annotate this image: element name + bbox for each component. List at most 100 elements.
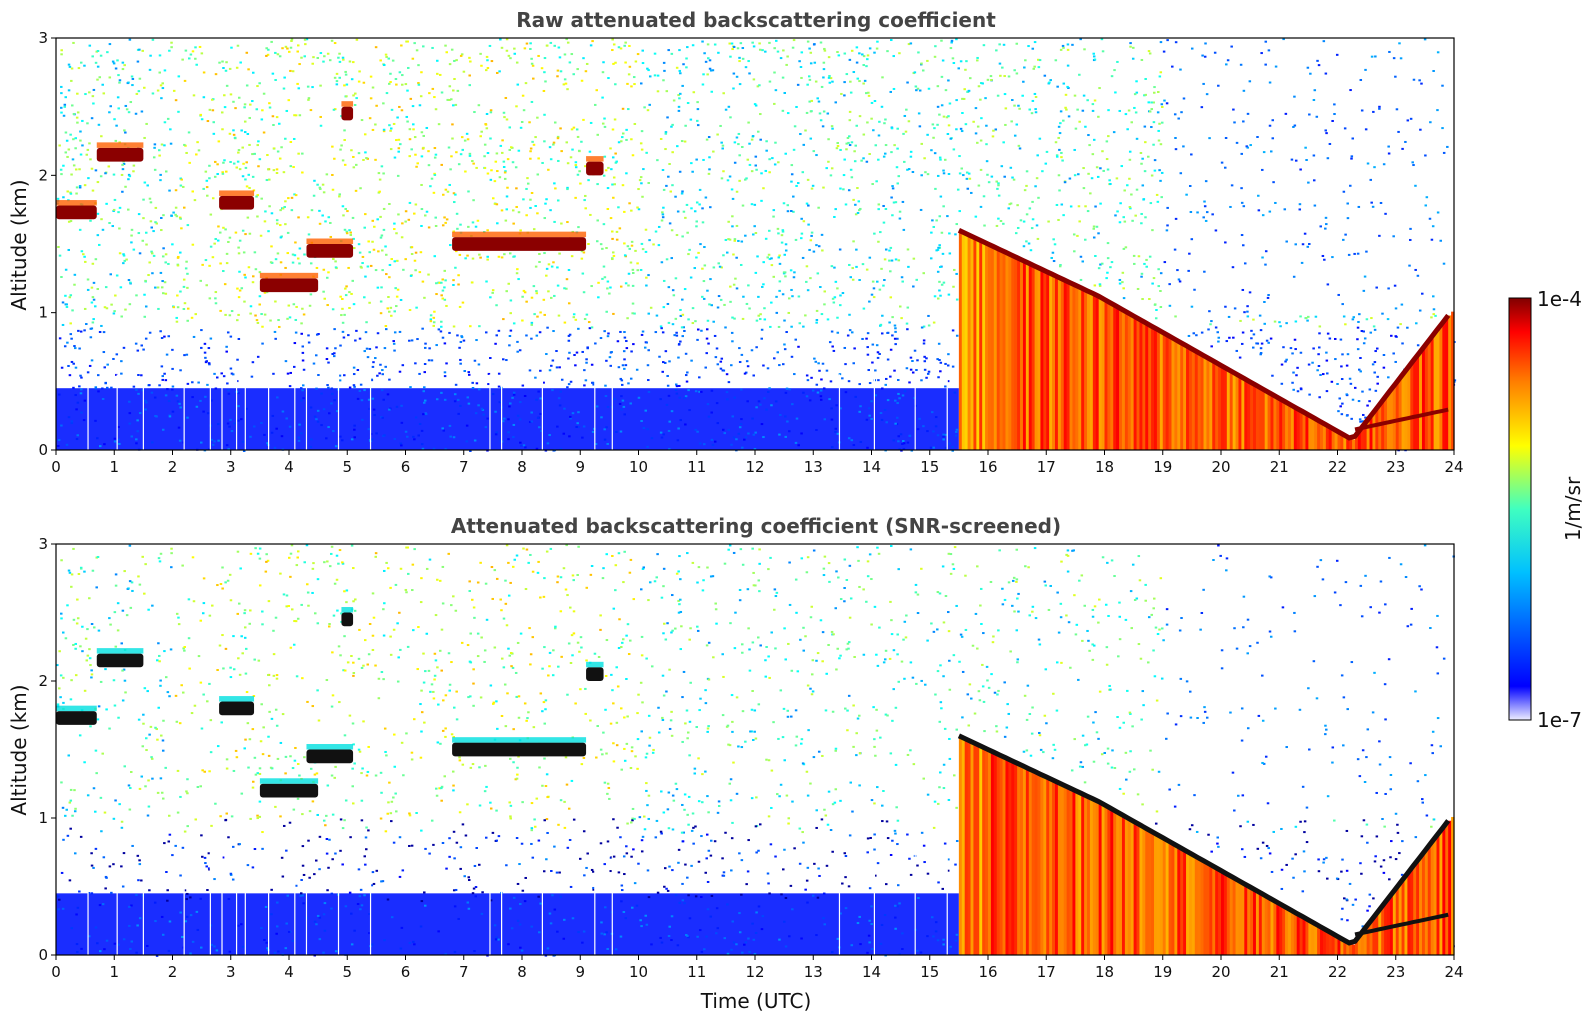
x-tick-label: 9 [575,963,585,981]
x-tick-label: 13 [804,458,823,476]
x-tick-label: 6 [401,458,411,476]
cloud-edge [259,272,319,279]
x-tick-label: 11 [687,458,706,476]
cloud-edge [306,238,354,244]
cloud-edge [96,648,144,654]
x-tick-label: 5 [342,963,352,981]
x-tick-label: 5 [342,458,352,476]
cloud-layer [56,711,97,725]
cloud-edge [586,661,604,668]
y-axis: 0 1 2 3 [38,535,56,964]
rain-region [958,735,1455,955]
cloud-edge [452,737,587,743]
x-tick-label: 15 [920,458,939,476]
cloud-layer [306,749,354,764]
x-tick-label: 18 [1095,458,1114,476]
cloud-edge [306,744,354,750]
cloud-layer [586,667,604,681]
x-tick-label: 24 [1444,458,1463,476]
cloud-layer [96,653,144,668]
cloud-layer [96,147,144,162]
x-tick-label: 1 [109,458,119,476]
snr-screened-backscatter-panel: Attenuated backscattering coefficient (S… [7,514,1464,1013]
x-tick-label: 14 [862,458,881,476]
colorbar: 1e-4 1e-7 1/m/sr [1508,287,1585,732]
y-axis-label: Altitude (km) [7,179,31,310]
chart-title: Attenuated backscattering coefficient (S… [451,514,1061,538]
x-tick-label: 8 [517,963,527,981]
chart-title: Raw attenuated backscattering coefficien… [516,8,996,32]
x-tick-label: 16 [978,458,997,476]
colorbar-max-label: 1e-4 [1537,287,1582,311]
colorbar-label: 1/m/sr [1561,476,1585,541]
cloud-edge [341,101,354,107]
x-tick-label: 16 [978,963,997,981]
x-tick-label: 15 [920,963,939,981]
cloud-edge [259,778,319,784]
x-tick-label: 3 [226,458,236,476]
cloud-layers [56,101,1451,441]
y-tick-label: 3 [38,535,48,553]
y-tick-label: 2 [38,166,48,184]
cloud-layer [219,701,255,716]
noise-speckle [56,544,1455,957]
x-tick-label: 17 [1037,458,1056,476]
x-tick-label: 22 [1328,458,1347,476]
x-axis: 0 1 2 3 4 5 6 7 8 9 10 11 12 13 14 15 16 17 18 19 20 21 22 23 24 [51,955,1464,981]
x-tick-label: 6 [401,963,411,981]
y-tick-label: 1 [38,304,48,322]
cloud-edge [452,231,587,238]
x-tick-label: 14 [862,963,881,981]
x-tick-label: 0 [51,963,61,981]
data-gaps [87,852,948,955]
y-axis-label: Altitude (km) [7,684,31,815]
x-tick-label: 3 [226,963,236,981]
x-tick-label: 7 [459,963,469,981]
x-tick-label: 7 [459,458,469,476]
y-tick-label: 0 [38,441,48,459]
x-tick-label: 0 [51,458,61,476]
cloud-layer [56,205,97,220]
x-tick-label: 4 [284,458,294,476]
x-tick-label: 22 [1328,963,1347,981]
x-tick-label: 18 [1095,963,1114,981]
data-gaps [87,374,948,450]
cloud-layer [957,228,1451,441]
rain-region [958,230,1455,450]
x-tick-label: 13 [804,963,823,981]
cloud-layer [219,195,255,210]
cloud-edge [586,156,604,162]
x-tick-label: 20 [1211,458,1230,476]
cloud-layer [452,742,587,757]
x-tick-label: 2 [168,458,178,476]
x-tick-label: 11 [687,963,706,981]
cloud-layer [957,733,1451,946]
y-tick-label: 2 [38,672,48,690]
cloud-edge [56,705,97,712]
x-tick-label: 10 [629,458,648,476]
cloud-edge [341,607,354,613]
cloud-edge [219,696,255,702]
x-tick-label: 17 [1037,963,1056,981]
y-axis: 0 1 2 3 [38,29,56,459]
x-tick-label: 19 [1153,458,1172,476]
x-tick-label: 23 [1386,458,1405,476]
y-tick-label: 3 [38,29,48,47]
heatmap-area [55,543,1455,957]
cloud-layer [259,278,319,293]
y-tick-label: 1 [38,809,48,827]
x-tick-label: 4 [284,963,294,981]
x-tick-label: 10 [629,963,648,981]
x-axis: 0 1 2 3 4 5 6 7 8 9 10 11 12 13 14 15 16 17 18 19 20 21 22 23 24 [51,450,1464,476]
cloud-edge [219,190,255,196]
colorbar-min-label: 1e-7 [1537,708,1582,732]
cloud-layer [306,244,354,258]
cloud-layer [586,161,604,176]
boundary-layer-band [56,893,959,955]
cloud-edge [96,142,144,148]
x-tick-label: 1 [109,963,119,981]
x-axis-label: Time (UTC) [700,989,812,1013]
cloud-layer [1354,407,1449,432]
cloud-edge [56,200,97,206]
cloud-layer [341,106,354,121]
